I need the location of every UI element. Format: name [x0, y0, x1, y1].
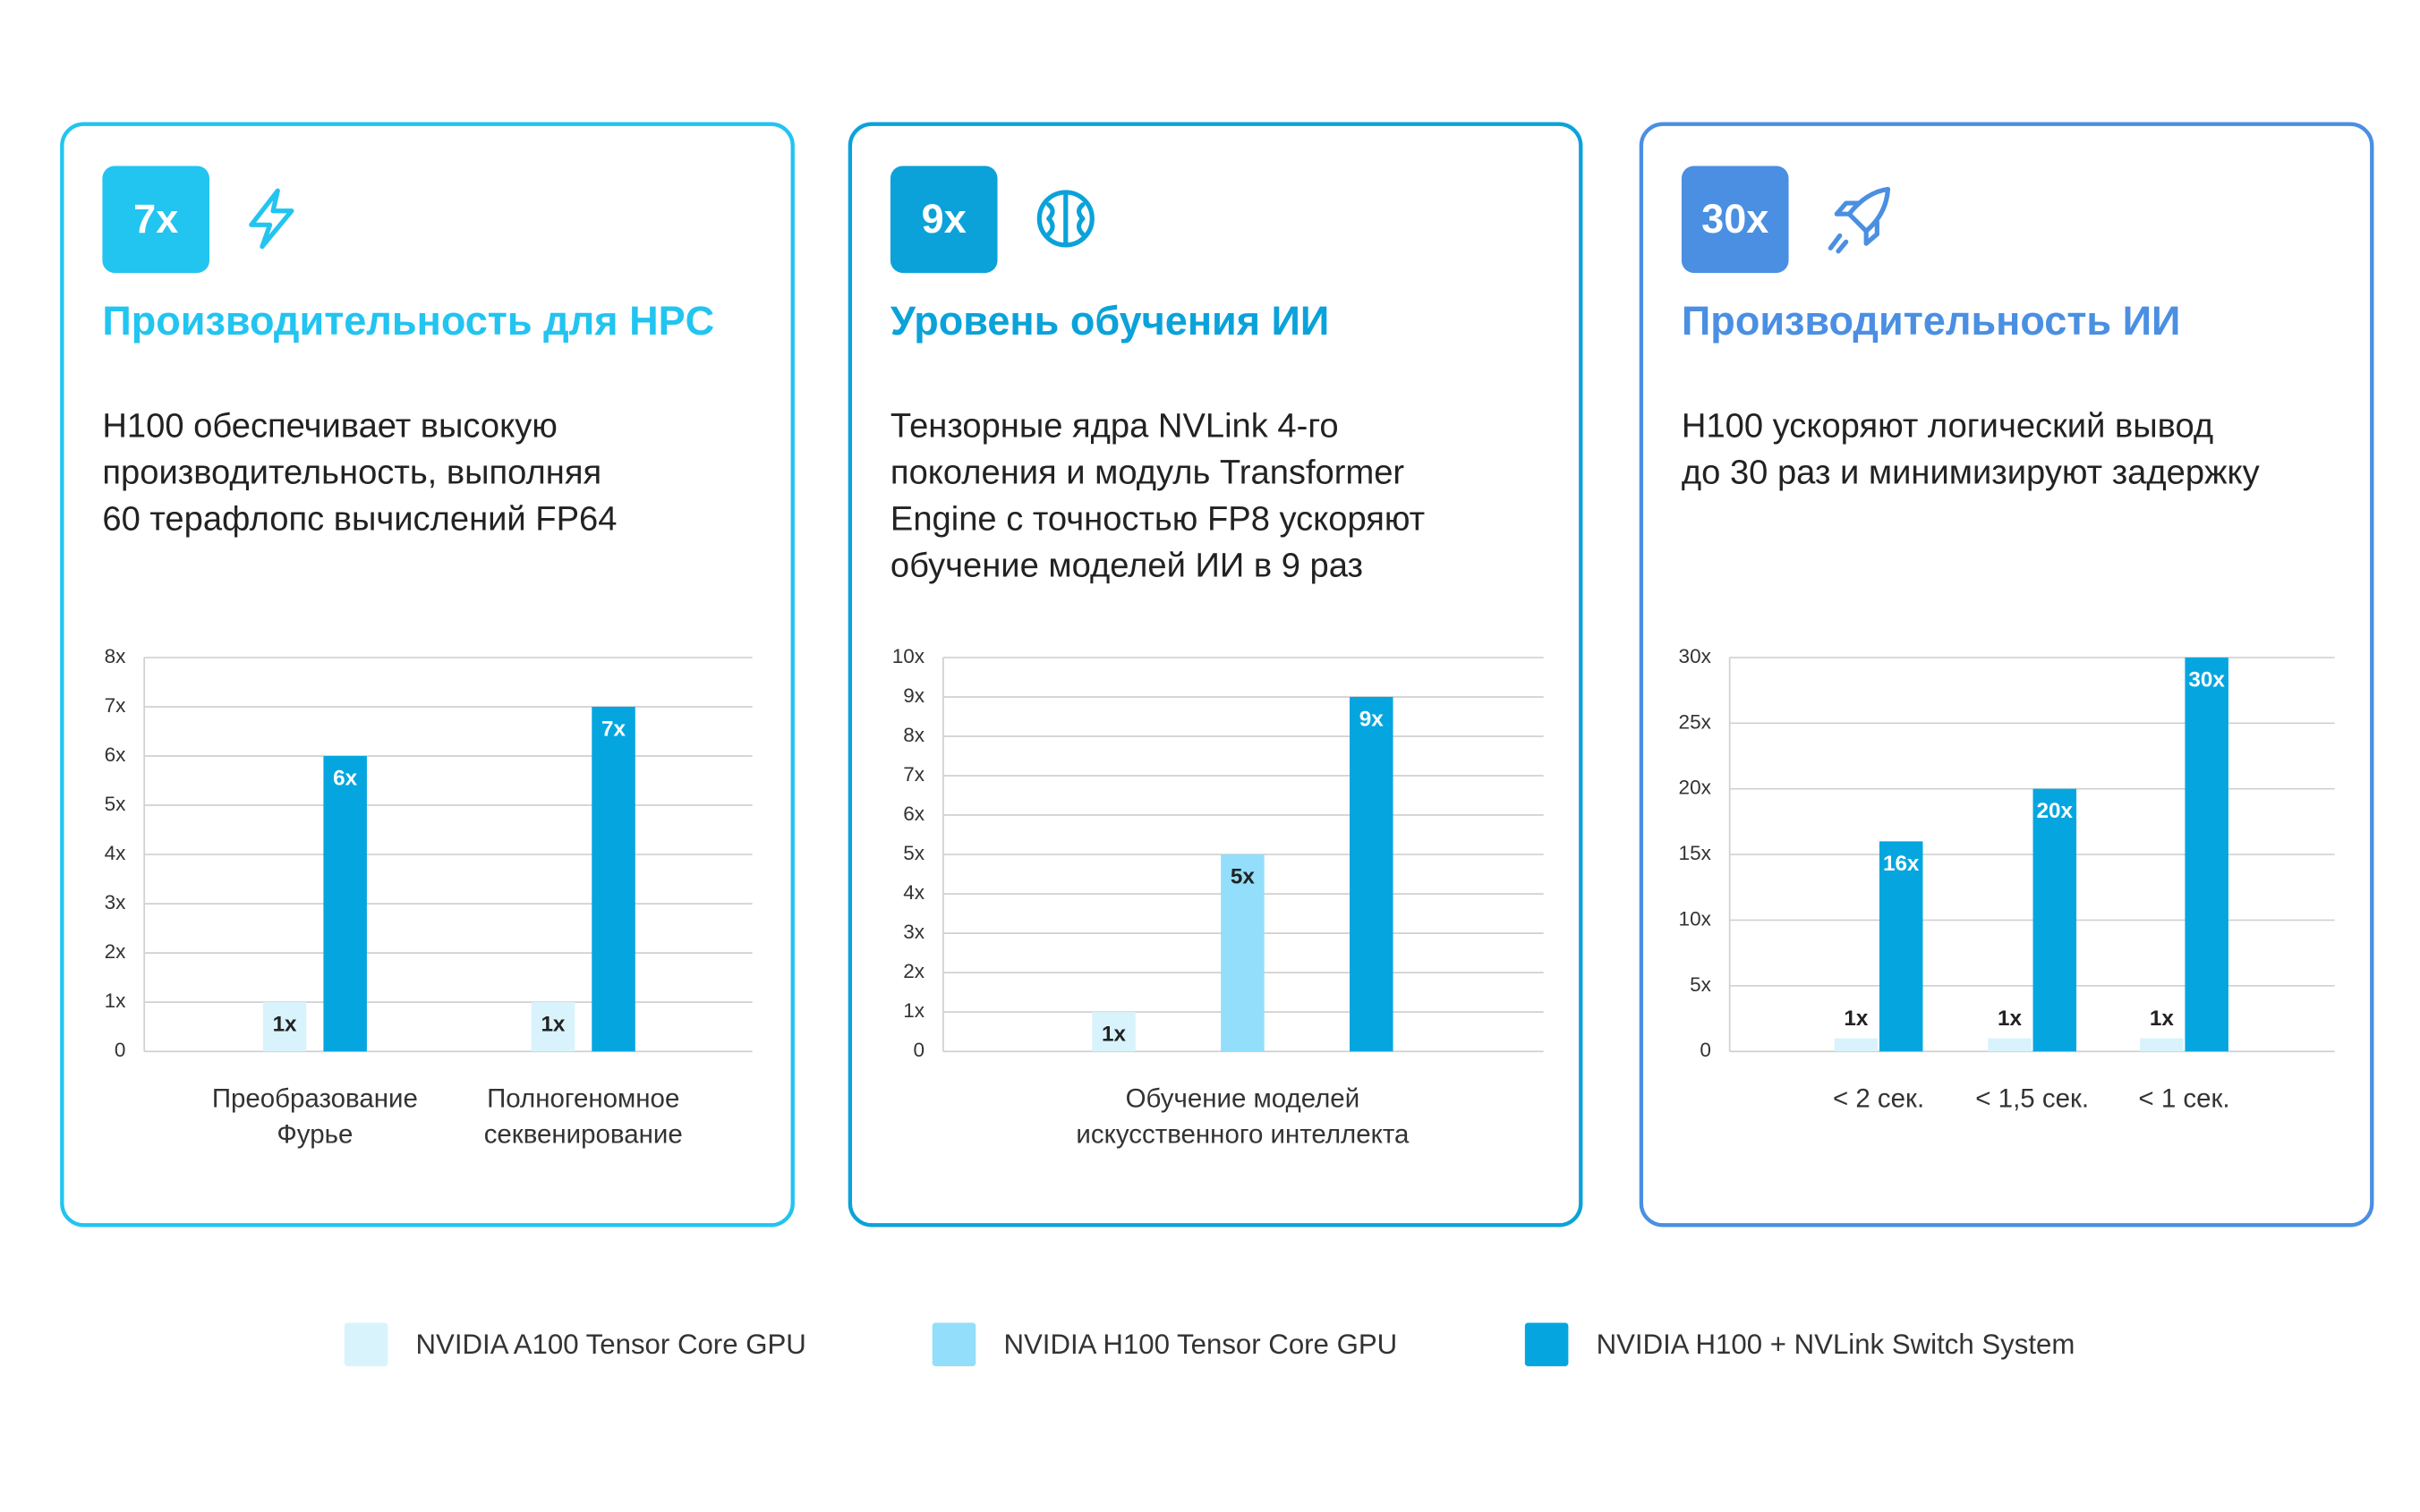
bar: [1988, 1038, 2032, 1052]
legend-label: NVIDIA A100 Tensor Core GPU: [416, 1329, 806, 1360]
y-tick-label: 6x: [903, 803, 925, 825]
y-tick-label: 2x: [105, 940, 127, 963]
card: [60, 122, 795, 1227]
badge: [1681, 166, 1789, 274]
y-tick-label: 15x: [1679, 842, 1712, 864]
value-label: 1x: [273, 1013, 297, 1037]
value-label: 7x: [601, 717, 626, 741]
bar: [262, 1002, 307, 1052]
card-title: Уровень обучения ИИ: [890, 298, 1329, 344]
badge-text: 7x: [133, 196, 178, 242]
y-tick-label: 7x: [903, 763, 925, 786]
value-label: 1x: [1102, 1023, 1126, 1047]
card-description: поколения и модуль Transformer: [890, 453, 1404, 491]
y-tick-label: 1x: [105, 990, 127, 1012]
value-label: 16x: [1883, 852, 1920, 876]
badge: [890, 166, 998, 274]
card-description: H100 обеспечивает высокую: [102, 406, 558, 445]
badge-text: 9x: [922, 196, 967, 242]
value-label: 1x: [1998, 1007, 2022, 1031]
value-label: 30x: [2188, 667, 2225, 692]
card-title: Производительность для HPC: [102, 298, 714, 344]
bar: [531, 1002, 575, 1052]
badge: [102, 166, 209, 274]
legend-label: NVIDIA H100 + NVLink Switch System: [1597, 1329, 2075, 1360]
y-tick-label: 30x: [1679, 645, 1712, 667]
y-tick-label: 6x: [105, 743, 127, 766]
y-tick-label: 4x: [105, 842, 127, 864]
y-tick-label: 8x: [105, 645, 127, 667]
y-tick-label: 0: [914, 1039, 925, 1061]
y-tick-label: 25x: [1679, 710, 1712, 733]
lightning-icon: [249, 188, 294, 250]
bar: [1834, 1038, 1879, 1052]
x-tick-label: < 2 сек.: [1832, 1083, 1925, 1114]
value-label: 5x: [1231, 864, 1255, 888]
bar: [1221, 854, 1265, 1052]
x-tick-label: < 1 сек.: [2138, 1083, 2230, 1114]
y-tick-label: 4x: [903, 881, 925, 904]
y-tick-label: 5x: [105, 793, 127, 815]
bar: [592, 706, 635, 1052]
x-tick-label: Обучение моделей искусственного интеллек…: [1076, 1083, 1410, 1150]
x-tick-label: Преобразование Фурье: [211, 1083, 418, 1150]
value-label: 20x: [2037, 799, 2074, 823]
bar: [2032, 788, 2077, 1052]
badge-text: 30x: [1701, 196, 1768, 242]
card-description: до 30 раз и минимизируют задержку: [1682, 453, 2260, 491]
bar: [2140, 1038, 2184, 1052]
y-tick-label: 10x: [892, 645, 925, 667]
bar: [323, 755, 367, 1052]
legend-label: NVIDIA H100 Tensor Core GPU: [1003, 1329, 1397, 1360]
y-tick-label: 2x: [903, 960, 925, 982]
legend-swatch: [1524, 1322, 1569, 1367]
y-tick-label: 20x: [1679, 777, 1712, 799]
brain-icon: [1036, 190, 1095, 248]
y-tick-label: 5x: [903, 842, 925, 864]
legend-swatch: [932, 1322, 976, 1367]
value-label: 1x: [1844, 1007, 1868, 1031]
y-tick-label: 8x: [903, 724, 925, 746]
card-description: Тензорные ядра NVLink 4-го: [890, 406, 1339, 445]
bar: [1879, 841, 1923, 1052]
value-label: 9x: [1359, 707, 1384, 731]
x-tick-label: < 1,5 сек.: [1975, 1083, 2090, 1114]
y-tick-label: 7x: [105, 694, 127, 717]
card-description: производительность, выполняя: [102, 453, 601, 491]
card-description: обучение моделей ИИ в 9 раз: [890, 546, 1363, 584]
card-description: 60 терафлопс вычислений FP64: [102, 499, 617, 538]
y-tick-label: 9x: [903, 684, 925, 707]
legend-swatch: [344, 1322, 388, 1367]
icons: [249, 186, 1891, 254]
rocket-icon: [1828, 186, 1891, 254]
value-label: 6x: [333, 766, 357, 790]
bar: [1349, 696, 1393, 1052]
y-tick-label: 0: [115, 1039, 126, 1061]
card: [1639, 122, 2374, 1227]
value-label: 1x: [2150, 1007, 2174, 1031]
card-description: Engine с точностью FP8 ускоряют: [890, 499, 1425, 538]
y-tick-label: 3x: [903, 921, 925, 943]
y-tick-label: 0: [1700, 1039, 1711, 1061]
x-tick-label: Полногеномное секвенирование: [483, 1083, 683, 1150]
value-label: 1x: [541, 1013, 565, 1037]
y-tick-label: 5x: [1690, 973, 1712, 996]
cards: [60, 122, 2374, 1227]
y-tick-label: 10x: [1679, 907, 1712, 930]
card: [848, 122, 1583, 1227]
card-title: Производительность ИИ: [1682, 298, 2180, 344]
y-tick-label: 3x: [105, 891, 127, 913]
bar: [1092, 1012, 1136, 1052]
bar: [2185, 657, 2228, 1052]
card-description: H100 ускоряют логический вывод: [1682, 406, 2213, 445]
y-tick-label: 1x: [903, 999, 925, 1022]
